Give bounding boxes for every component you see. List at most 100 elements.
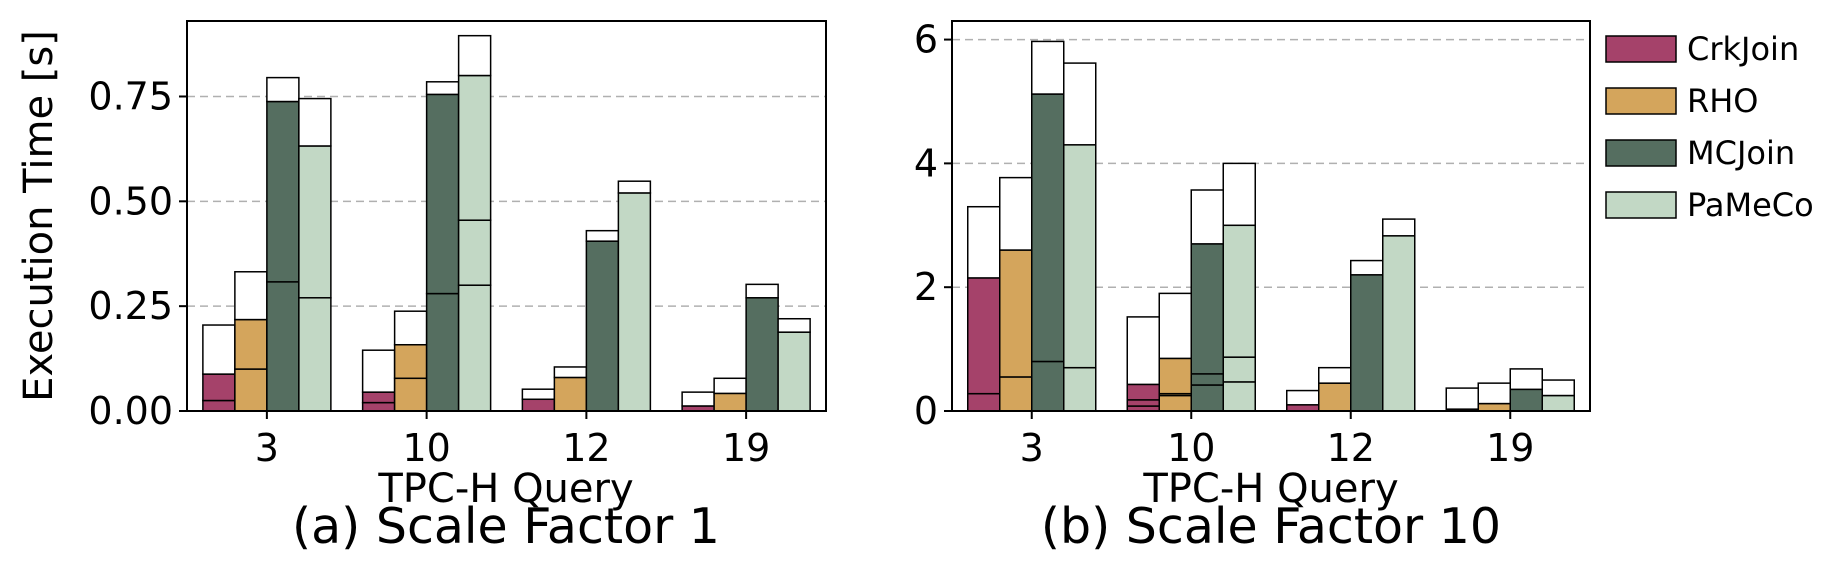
bar-segment [777,317,811,333]
bar-segment [1158,292,1192,360]
legend-swatch-pameco [1605,191,1677,219]
bar-segment [713,377,747,395]
bar-segment [1063,366,1097,412]
bar-segment [713,392,747,412]
bars-panel-b [967,40,1575,412]
bar-segment [457,74,492,221]
bar-segment [266,76,300,103]
bar-segment [1318,382,1352,412]
y-tick-label: 0.00 [88,389,173,433]
bar-segment [1031,93,1065,363]
legend-swatch-rho [1605,87,1677,115]
bar-segment [202,373,236,402]
caption-a: (a) Scale Factor 1 [292,498,720,555]
y-tick-label: 0 [914,389,938,433]
bar-segment [1190,243,1224,375]
x-tick-label: 19 [722,426,770,470]
bar-segment [745,297,779,412]
bar-segment [1031,40,1065,95]
bar-segment [1477,402,1511,412]
legend-swatch-mcjoin [1605,139,1677,167]
y-tick-label: 2 [914,265,938,309]
axis-ticks-panel-a: 0.00 0.25 0.50 0.75 3 10 12 19 [88,74,770,470]
bar-segment [1190,384,1224,412]
y-tick-label: 0.50 [88,179,173,223]
bar-segment [521,388,556,401]
bars-panel-a [202,34,811,412]
bar-segment [553,376,588,412]
bar-segment [393,310,428,346]
x-tick-label: 12 [562,426,610,470]
bar-segment [1541,379,1575,397]
bar-segment [1158,394,1192,412]
caption-b: (b) Scale Factor 10 [1041,498,1501,555]
bar-segment [1126,316,1160,386]
bar-segment [1190,189,1224,245]
bar-segment [298,145,332,299]
bar-segment [681,391,715,407]
bar-segment [967,277,1001,395]
bar-segment [967,205,1001,279]
plot-frame-a [186,20,827,412]
bar-segment [999,176,1033,251]
bar-segment [617,192,652,412]
bar-segment [1031,360,1065,412]
bar-segment [521,398,556,412]
bar-segment [266,100,300,283]
bar-segment [1318,366,1352,384]
x-tick-label: 3 [1020,426,1044,470]
bar-segment [298,297,332,412]
y-tick-label: 0.75 [88,74,173,118]
legend-label-mcjoin: MCJoin [1687,134,1795,172]
legend-swatch-crkjoin [1605,35,1677,63]
bar-segment [1509,368,1543,391]
bar-segment [425,292,460,412]
bar-segment [1158,357,1192,395]
bar-segment [361,349,396,393]
bar-segment [1382,218,1416,237]
bar-segment [234,368,268,412]
bar-segment [425,93,460,295]
bar-segment [1222,381,1256,412]
bar-segment [425,81,460,96]
bar-segment [1222,162,1256,227]
bar-segment [393,343,428,380]
bar-segment [1445,387,1479,410]
bar-segment [298,97,332,147]
x-tick-label: 3 [255,426,279,470]
bar-segment [1286,389,1320,406]
legend: CrkJoin RHO MCJoin PaMeCo [1605,30,1814,224]
legend-label-pameco: PaMeCo [1687,186,1814,224]
bar-segment [617,180,652,194]
bar-segment [266,281,300,412]
bar-segment [457,284,492,412]
plot-frame-b [951,20,1591,412]
bar-segment [1222,224,1256,358]
bar-segment [1541,394,1575,412]
bar-segment [457,34,492,77]
bar-segment [202,399,236,412]
bar-segment [1063,144,1097,369]
bar-segment [585,240,620,412]
bar-segment [745,283,779,299]
bar-segment [234,318,268,370]
bar-segment [1350,259,1384,276]
bar-segment [457,219,492,286]
bar-segment [585,229,620,242]
y-tick-label: 0.25 [88,284,173,328]
bar-segment [361,391,396,404]
bar-segment [361,401,396,412]
bar-segment [999,249,1033,378]
bar-segment [1126,399,1160,407]
bar-segment [553,366,588,379]
bar-segment [393,377,428,412]
bar-segment [967,392,1001,412]
bar-segment [1126,383,1160,401]
bar-segment [234,271,268,321]
x-axis-label-a: TPC-H Query [377,466,633,512]
y-axis-label: Execution Time [s] [16,30,62,402]
legend-label-crkjoin: CrkJoin [1687,30,1799,68]
x-axis-label-b: TPC-H Query [1142,466,1398,512]
x-tick-label: 10 [1167,426,1215,470]
